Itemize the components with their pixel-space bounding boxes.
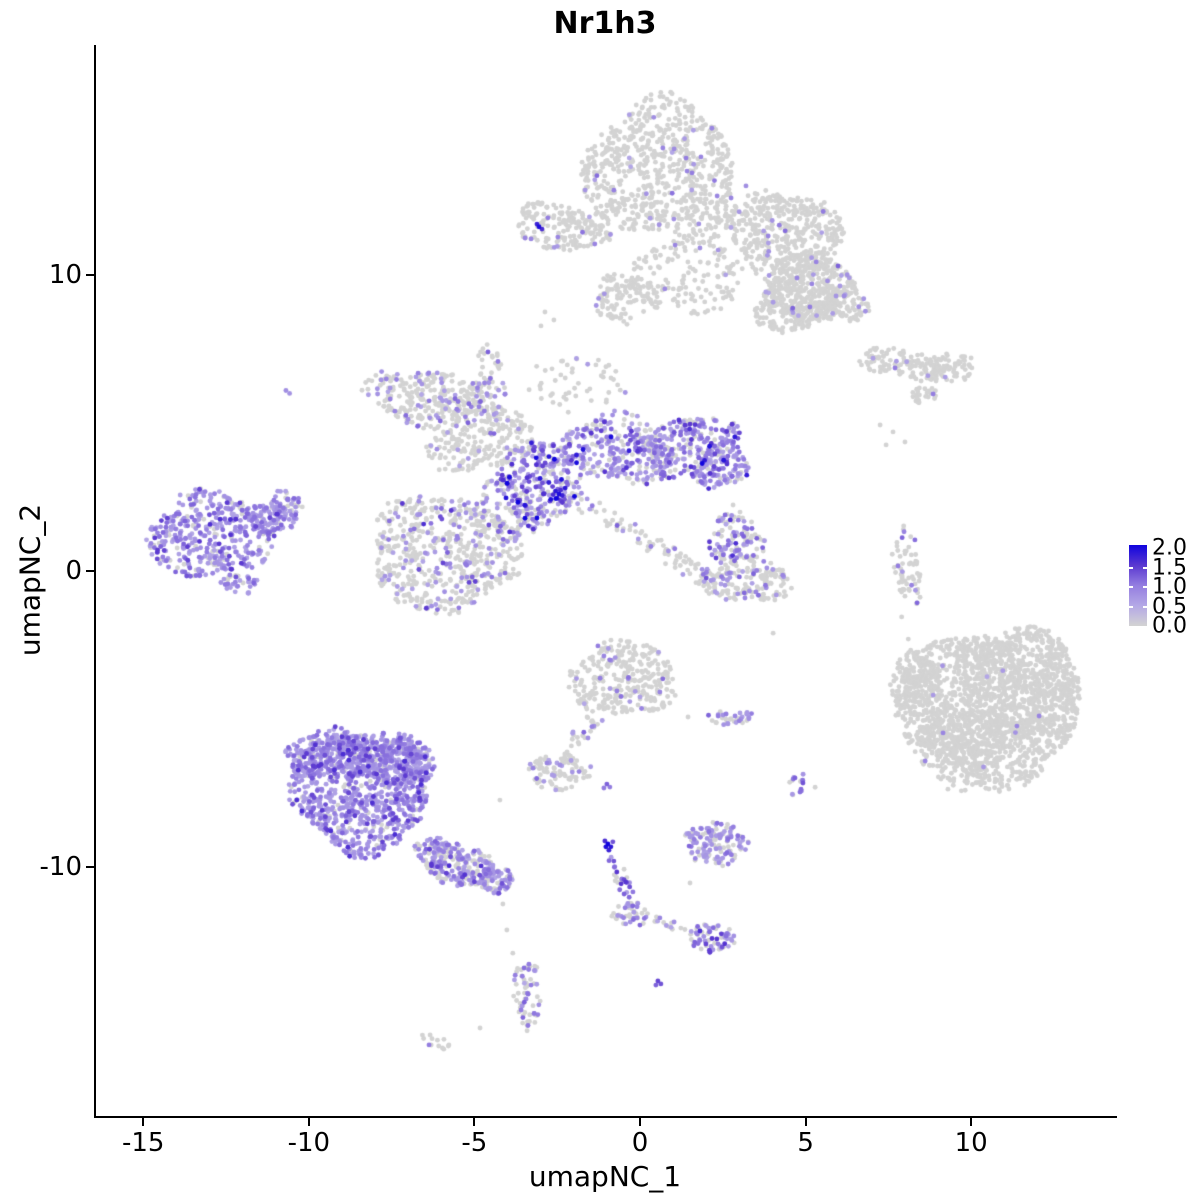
x-tick-label: 0 xyxy=(631,1128,649,1158)
legend-label: 1.0 xyxy=(1152,574,1187,600)
legend-break-tick xyxy=(1143,586,1147,588)
y-tick-label: 10 xyxy=(48,260,82,290)
legend-label: 1.5 xyxy=(1152,555,1187,580)
x-tick-label: -5 xyxy=(461,1128,488,1158)
x-tick-mark xyxy=(307,1118,310,1126)
x-tick-mark xyxy=(142,1118,145,1126)
legend-break-tick xyxy=(1129,566,1133,569)
x-tick-label: -15 xyxy=(121,1128,165,1158)
x-axis-line xyxy=(94,1116,1117,1118)
y-axis-line xyxy=(94,45,96,1118)
y-tick-mark xyxy=(86,274,94,276)
legend-break-tick xyxy=(1129,586,1133,588)
legend-break-tick xyxy=(1143,566,1147,569)
legend-label: 2.0 xyxy=(1152,535,1187,561)
legend-label: 0.0 xyxy=(1152,613,1187,639)
y-tick-mark xyxy=(86,866,94,868)
x-tick-mark xyxy=(970,1118,973,1126)
y-tick-label: -10 xyxy=(39,852,82,882)
x-tick-mark xyxy=(639,1118,641,1126)
x-axis-title: umapNC_1 xyxy=(528,1160,682,1193)
legend-break-tick xyxy=(1143,605,1147,608)
x-tick-label: 5 xyxy=(797,1128,814,1158)
x-tick-mark xyxy=(473,1118,476,1126)
y-tick-label: 0 xyxy=(65,556,82,586)
x-tick-mark xyxy=(804,1118,807,1126)
y-axis-title: umapNC_2 xyxy=(13,503,47,657)
legend-break-tick xyxy=(1129,605,1133,608)
x-tick-label: 10 xyxy=(954,1128,988,1158)
legend-gradient-bar xyxy=(1129,545,1147,626)
y-tick-mark xyxy=(86,570,94,572)
legend-label: 0.5 xyxy=(1152,594,1187,619)
x-tick-label: -10 xyxy=(287,1128,331,1158)
plot-title: Nr1h3 xyxy=(553,6,657,41)
